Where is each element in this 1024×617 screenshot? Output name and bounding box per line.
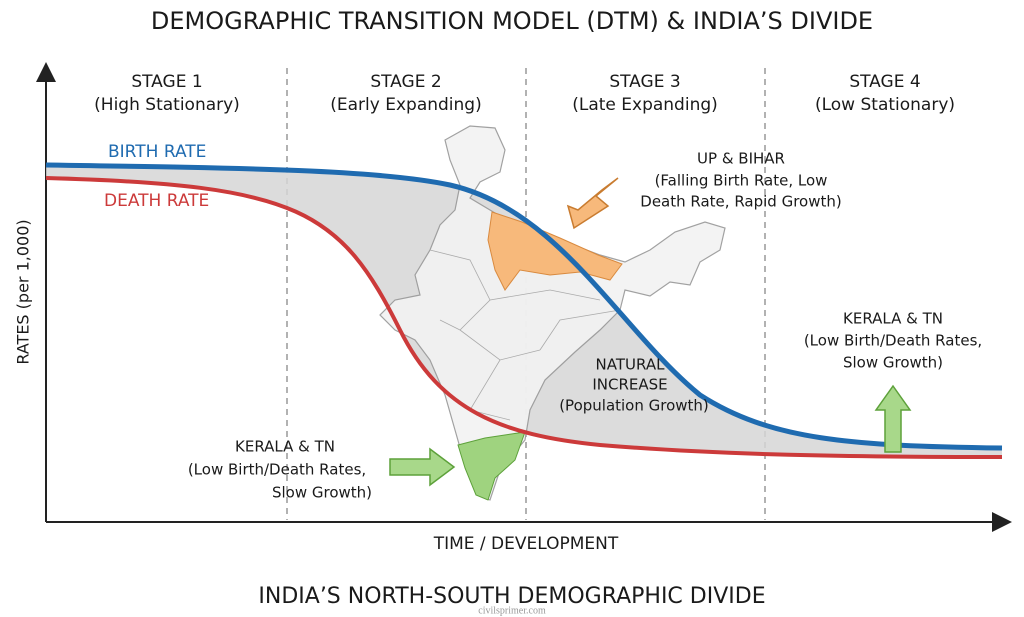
birth-rate-curve — [45, 162, 1003, 451]
up-bihar-line: (Falling Birth Rate, Low — [655, 172, 828, 190]
kerala-tn-region — [457, 431, 526, 501]
up-bihar-title: UP & BIHAR — [697, 150, 785, 168]
kerala-tn-stage4-line: (Low Birth/Death Rates, — [804, 332, 982, 350]
natural-increase-line: INCREASE — [592, 376, 667, 394]
death-rate-label: DEATH RATE — [104, 191, 209, 211]
birth-rate-label: BIRTH RATE — [108, 142, 206, 162]
stage-name: STAGE 1 — [131, 72, 202, 92]
kerala-tn-map-line: Slow Growth) — [272, 484, 372, 502]
natural-increase-line: NATURAL — [596, 356, 666, 374]
stage-subtitle: (Early Expanding) — [330, 95, 481, 115]
up-bihar-line: Death Rate, Rapid Growth) — [640, 193, 841, 211]
death-rate-curve — [45, 176, 1003, 459]
kerala-tn-stage4-title: KERALA & TN — [843, 310, 943, 328]
watermark: civilsprimer.com — [478, 605, 546, 616]
natural-increase-line: (Population Growth) — [559, 397, 709, 415]
stage-subtitle: (Late Expanding) — [572, 95, 718, 115]
up-bihar-arrow — [566, 177, 619, 230]
stage-subtitle: (High Stationary) — [94, 95, 240, 115]
x-axis-label: TIME / DEVELOPMENT — [433, 534, 619, 554]
kerala-tn-stage4-arrow — [874, 384, 912, 453]
stage-name: STAGE 4 — [849, 72, 920, 92]
stage-name: STAGE 3 — [609, 72, 680, 92]
footer: INDIA’S NORTH-SOUTH DEMOGRAPHIC DIVIDE — [258, 584, 765, 609]
stage-subtitle: (Low Stationary) — [815, 95, 955, 115]
kerala-tn-map-arrow — [389, 447, 456, 487]
y-axis-label: RATES (per 1,000) — [14, 219, 33, 364]
kerala-tn-stage4-line: Slow Growth) — [843, 354, 943, 372]
kerala-tn-map-title: KERALA & TN — [235, 438, 335, 456]
stage-name: STAGE 2 — [370, 72, 441, 92]
kerala-tn-map-line: (Low Birth/Death Rates, — [188, 461, 366, 479]
title: DEMOGRAPHIC TRANSITION MODEL (DTM) & IND… — [151, 7, 873, 35]
